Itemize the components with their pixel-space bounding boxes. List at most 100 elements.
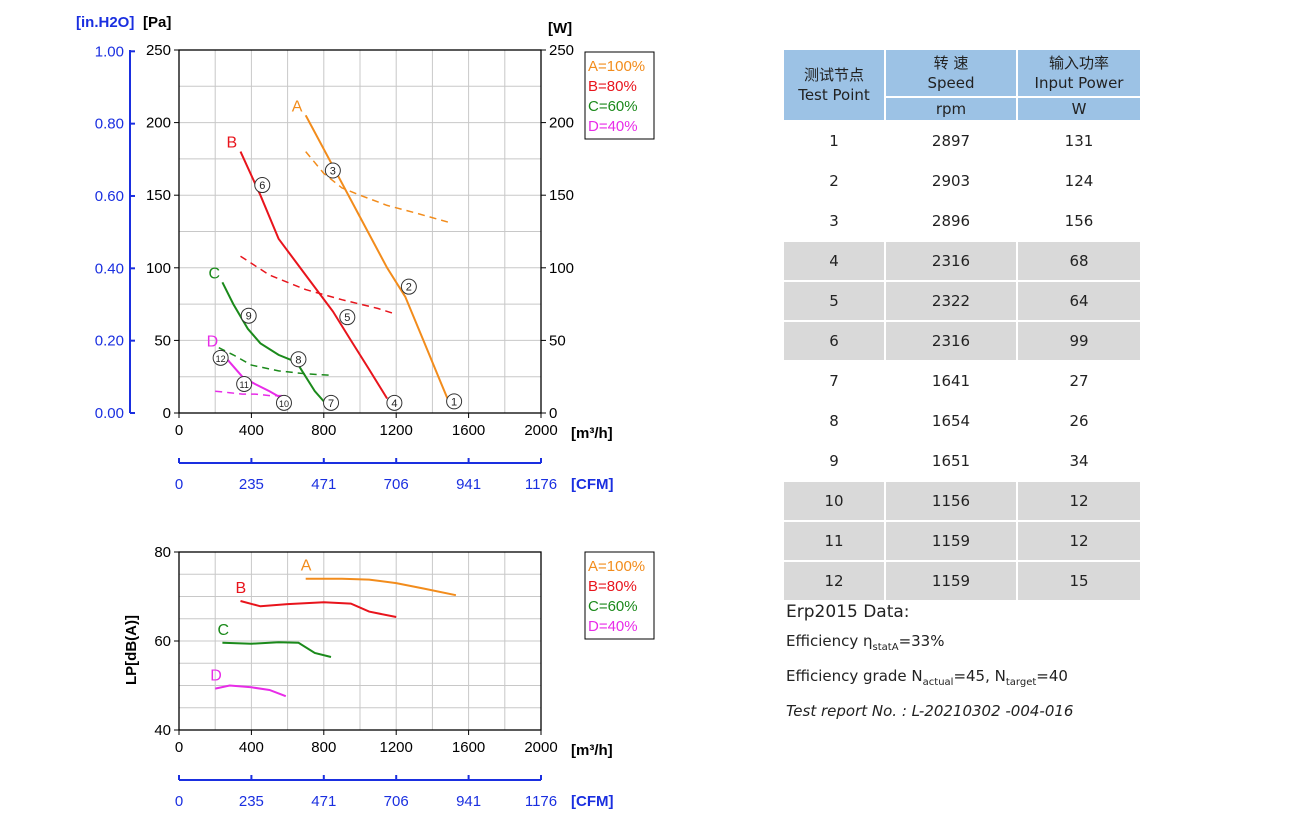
cell-speed: 1156: [884, 480, 1018, 522]
erp-efficiency: Efficiency ηstatA=33%: [786, 627, 1073, 662]
cfm-tick-label: 706: [384, 793, 409, 810]
test-point-label: 2: [406, 282, 412, 294]
grade-sub-target: target: [1005, 677, 1037, 688]
erp-heading: Erp2015 Data:: [786, 602, 910, 622]
x-tick-label: 0: [175, 739, 183, 756]
cfm-tick-label: 706: [384, 476, 409, 493]
y-tick-label-w: 200: [549, 115, 574, 132]
curve-label: B: [236, 580, 247, 597]
test-point-label: 3: [330, 166, 336, 178]
header-speed-unit: rpm: [884, 96, 1018, 122]
power-curve: [305, 151, 451, 224]
table-row: 3 2896 156: [782, 200, 1142, 242]
cfm-tick-label: 941: [456, 793, 481, 810]
y-axis-label-db: LP[dB(A)]: [123, 615, 140, 685]
header-test-point-cn: 测试节点: [803, 66, 864, 84]
curve-label: B: [227, 135, 238, 152]
y-tick-label-w: 0: [549, 405, 557, 422]
x-tick-label: 800: [311, 739, 336, 756]
y-tick-label-w: 250: [549, 42, 574, 59]
legend-box: [584, 51, 655, 140]
y-tick-label-pa: 50: [154, 332, 171, 349]
test-point-marker: [339, 309, 356, 326]
test-point-label: 7: [328, 398, 334, 410]
cell-power: 64: [1016, 280, 1142, 322]
y-axis-unit-inh2o: [in.H2O]: [76, 14, 134, 31]
cfm-tick-label: 471: [311, 476, 336, 493]
grade-sub-actual: actual: [922, 677, 954, 688]
x-tick-label: 400: [239, 739, 264, 756]
cell-power: 99: [1016, 320, 1142, 362]
cell-point: 4: [782, 240, 886, 282]
test-point-marker: [290, 351, 307, 368]
legend-box: [584, 551, 655, 640]
cell-power: 26: [1016, 400, 1142, 442]
cfm-tick-label: 0: [175, 476, 183, 493]
cell-speed: 1159: [884, 560, 1018, 602]
cfm-tick-label: 0: [175, 793, 183, 810]
header-power-unit: W: [1016, 96, 1142, 122]
header-speed: 转 速 Speed: [884, 48, 1018, 98]
test-point-label: 5: [344, 312, 350, 324]
curve-label: C: [217, 622, 229, 639]
test-point-marker: [254, 177, 271, 194]
table-row: 10 1156 12: [782, 480, 1142, 522]
cfm-tick-label: 941: [456, 476, 481, 493]
cell-power: 12: [1016, 480, 1142, 522]
table-row: 6 2316 99: [782, 320, 1142, 362]
cell-speed: 1159: [884, 520, 1018, 562]
inh2o-tick-label: 0.00: [95, 405, 124, 422]
y-axis-unit-w: [W]: [548, 20, 572, 37]
y-axis-unit-pa: [Pa]: [143, 14, 171, 31]
efficiency-value: =33%: [898, 632, 945, 650]
x-tick-label: 2000: [524, 739, 557, 756]
header-speed-en: Speed: [927, 74, 975, 92]
test-point-marker: [324, 162, 341, 179]
grade-end: =40: [1036, 667, 1068, 685]
cfm-tick-label: 1176: [525, 476, 557, 493]
cfm-tick-label: 235: [239, 476, 264, 493]
cfm-axis-unit: [CFM]: [571, 476, 613, 493]
cell-speed: 2316: [884, 240, 1018, 282]
test-point-label: 12: [216, 354, 226, 364]
erp-grade: Efficiency grade Nactual=45, Ntarget=40: [786, 662, 1073, 697]
noise-curve: [305, 577, 457, 597]
header-power: 输入功率 Input Power: [1016, 48, 1142, 98]
y-tick-label-pa: 150: [146, 187, 171, 204]
test-point-marker: [400, 278, 417, 295]
cell-point: 6: [782, 320, 886, 362]
cell-speed: 1654: [884, 400, 1018, 442]
test-report-number: Test report No. : L-20210302 -004-016: [786, 702, 1074, 720]
header-speed-cn: 转 速: [933, 54, 969, 72]
curve-label: D: [210, 668, 222, 685]
table-body: 1 2897 131 2 2903 124 3 2896 156 4 2316 68 5 2322…: [782, 120, 1142, 602]
cell-point: 9: [782, 440, 886, 482]
cell-power: 27: [1016, 360, 1142, 402]
cell-point: 11: [782, 520, 886, 562]
curve-label: A: [292, 98, 303, 115]
header-power-cn: 输入功率: [1048, 54, 1109, 72]
table-row: 4 2316 68: [782, 240, 1142, 282]
x-tick-label: 800: [311, 422, 336, 439]
cell-power: 34: [1016, 440, 1142, 482]
cell-point: 7: [782, 360, 886, 402]
power-curve: [240, 255, 397, 316]
y-tick-label-pa: 0: [163, 405, 171, 422]
y-tick-label-pa: 200: [146, 115, 171, 132]
cell-power: 68: [1016, 240, 1142, 282]
test-point-label: 10: [279, 399, 289, 409]
test-point-marker: [386, 394, 403, 411]
plot-frame: [178, 49, 542, 414]
test-point-label: 11: [239, 380, 248, 390]
cell-power: 156: [1016, 200, 1142, 242]
cell-point: 1: [782, 120, 886, 162]
x-axis-unit: [m³/h]: [571, 742, 613, 759]
test-point-label: 6: [259, 180, 265, 192]
curve-label: C: [208, 265, 220, 282]
test-point-table: 测试节点 Test Point 转 速 Speed 输入功率 Input Pow…: [782, 48, 1142, 602]
noise-curve: [214, 684, 287, 698]
cell-point: 2: [782, 160, 886, 202]
inh2o-tick-label: 1.00: [95, 43, 124, 60]
x-tick-label: 2000: [524, 422, 557, 439]
legend-entry: D=40%: [588, 618, 638, 635]
